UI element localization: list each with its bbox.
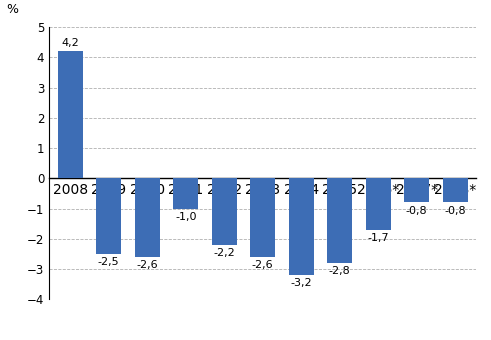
Bar xyxy=(173,178,198,208)
Text: -3,2: -3,2 xyxy=(290,278,312,288)
Bar xyxy=(135,178,160,257)
Bar xyxy=(404,178,429,203)
Bar xyxy=(289,178,314,275)
Text: -2,8: -2,8 xyxy=(329,266,351,276)
Text: -2,5: -2,5 xyxy=(98,257,120,267)
Bar xyxy=(327,178,352,263)
Text: -1,7: -1,7 xyxy=(367,233,389,243)
Text: -2,2: -2,2 xyxy=(213,248,235,258)
Bar xyxy=(96,178,121,254)
Text: -0,8: -0,8 xyxy=(406,205,428,216)
Text: -2,6: -2,6 xyxy=(252,260,273,270)
Bar xyxy=(250,178,275,257)
Text: -1,0: -1,0 xyxy=(175,211,196,222)
Bar xyxy=(212,178,237,245)
Text: %: % xyxy=(6,3,18,16)
Text: -0,8: -0,8 xyxy=(444,205,466,216)
Text: -2,6: -2,6 xyxy=(136,260,158,270)
Bar xyxy=(366,178,391,230)
Bar xyxy=(58,51,83,178)
Text: 4,2: 4,2 xyxy=(61,38,79,48)
Bar xyxy=(442,178,467,203)
